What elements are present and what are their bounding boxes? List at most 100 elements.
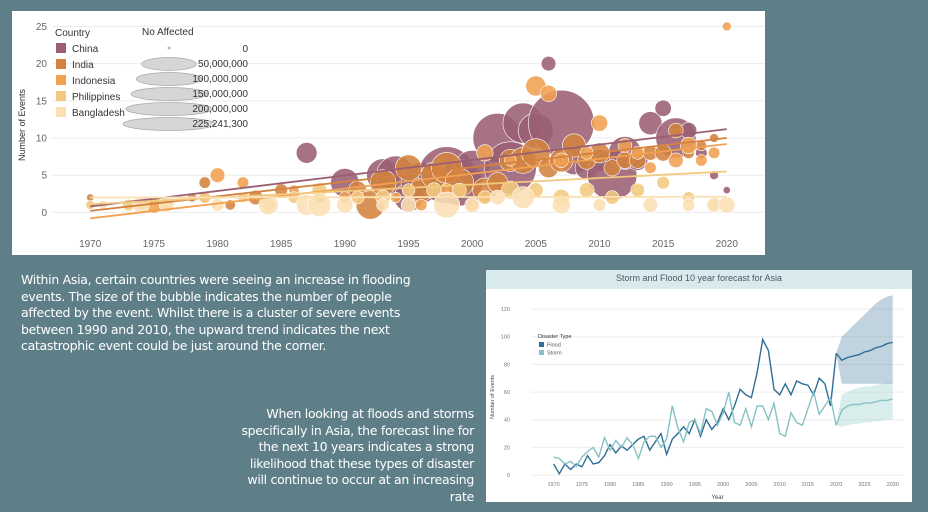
legend-size-label: 0 <box>242 44 248 55</box>
bubble <box>680 136 698 154</box>
bubble <box>603 159 621 177</box>
bubble <box>722 186 731 195</box>
x-tick-label: 2000 <box>717 482 729 488</box>
bubble <box>433 191 460 219</box>
bubble <box>400 197 417 213</box>
bubble-chart-panel: 0 5 10 15 20 25 1970 1975 1980 1985 1990 1995 2000 20… <box>12 11 765 255</box>
x-tick-label: 2020 <box>716 239 739 250</box>
legend-label: India <box>72 60 94 71</box>
x-tick-label: 1975 <box>576 482 588 488</box>
bubble <box>553 152 569 168</box>
forecast-chart: 0 20 40 60 80 100 120 1970 1975 1980 1985 1990 1995 2… <box>490 295 904 501</box>
chart-title-bar <box>486 270 912 289</box>
legend-size-marker <box>122 117 216 131</box>
bubble <box>540 84 558 102</box>
bubble <box>401 183 416 197</box>
caption-flooding: Within Asia, certain countries were seei… <box>21 272 411 353</box>
legend-title-affected: No Affected <box>142 27 194 38</box>
x-tick-label: 1975 <box>143 239 166 250</box>
legend-label: Storm <box>547 351 562 357</box>
forecast-line <box>835 398 893 426</box>
x-tick-label: 2000 <box>461 239 484 250</box>
bubble <box>656 175 670 190</box>
x-tick-label: 1990 <box>661 482 673 488</box>
forecast-band <box>836 295 893 384</box>
trend-line <box>90 143 727 220</box>
x-tick-label: 2020 <box>830 482 842 488</box>
y-tick-label: 25 <box>36 22 48 33</box>
legend-size-label: 225,241,300 <box>192 119 248 130</box>
legend-size-marker <box>125 102 213 116</box>
bubble <box>709 133 719 143</box>
bubble <box>654 99 672 117</box>
x-tick-label: 2015 <box>652 239 675 250</box>
bubble <box>476 144 494 162</box>
y-tick-label: 40 <box>504 418 510 424</box>
bubble <box>722 21 732 32</box>
bubble <box>668 152 684 168</box>
y-tick-label: 100 <box>501 335 510 341</box>
bubble <box>198 176 211 189</box>
y-tick-label: 0 <box>507 473 510 479</box>
bubble <box>540 55 557 72</box>
legend-size-marker <box>130 87 208 101</box>
forecast-chart-panel: Storm and Flood 10 year forecast for Asi… <box>486 270 912 502</box>
bubble <box>590 114 609 132</box>
bubble <box>376 198 390 212</box>
x-tick-label: 2015 <box>802 482 814 488</box>
y-tick-label: 15 <box>36 96 48 107</box>
legend-title-country: Country <box>55 28 90 39</box>
legend-swatch <box>56 107 66 117</box>
bubble <box>695 154 708 167</box>
x-tick-label: 1985 <box>270 239 293 250</box>
y-tick-label: 5 <box>41 171 47 182</box>
x-tick-label: 1980 <box>206 239 229 250</box>
x-tick-label: 2010 <box>588 239 611 250</box>
trend-line <box>90 128 727 208</box>
bubble <box>707 146 721 160</box>
series-line <box>553 389 837 468</box>
bubble <box>630 182 645 198</box>
x-tick-label: 2005 <box>525 239 548 250</box>
legend-swatch <box>56 43 66 53</box>
bubble <box>718 196 736 214</box>
bubble <box>579 182 595 198</box>
bubble <box>644 161 657 174</box>
y-tick-label: 20 <box>504 445 510 451</box>
forecast-band <box>836 381 893 427</box>
legend-size-label: 50,000,000 <box>198 59 248 70</box>
x-tick-label: 1995 <box>689 482 701 488</box>
legend-label: Bangladesh <box>72 108 125 119</box>
x-tick-label: 1970 <box>79 239 102 250</box>
x-tick-label: 1985 <box>632 482 644 488</box>
legend-swatch <box>539 350 544 355</box>
bubble-chart: 0 5 10 15 20 25 1970 1975 1980 1985 1990 1995 2000 20… <box>17 21 765 250</box>
x-tick-label: 2025 <box>858 482 870 488</box>
legend-label: Philippines <box>72 92 120 103</box>
bubble <box>209 167 226 183</box>
legend-size-marker <box>135 72 203 86</box>
x-axis-title: Year <box>711 495 723 501</box>
y-tick-label: 80 <box>504 362 510 368</box>
legend-label: China <box>72 44 99 55</box>
bubble <box>336 196 354 214</box>
x-tick-label: 2005 <box>745 482 757 488</box>
y-tick-label: 0 <box>41 208 47 219</box>
bubble <box>681 198 696 212</box>
x-tick-label: 1990 <box>334 239 357 250</box>
x-tick-label: 2010 <box>774 482 786 488</box>
legend-title: Disaster Type <box>538 334 572 340</box>
bubble <box>85 200 95 210</box>
trend-line <box>90 170 727 206</box>
x-tick-label: 1995 <box>397 239 420 250</box>
legend-size-label: 100,000,000 <box>192 74 248 85</box>
bubble <box>551 195 571 215</box>
legend-label: Flood <box>547 343 561 349</box>
bubble <box>210 198 225 212</box>
bubble <box>295 142 318 164</box>
trend-line <box>90 195 727 199</box>
y-tick-label: 60 <box>504 390 510 396</box>
bubble <box>592 198 607 212</box>
legend-size-marker <box>167 46 171 50</box>
legend-size-marker <box>141 57 197 71</box>
